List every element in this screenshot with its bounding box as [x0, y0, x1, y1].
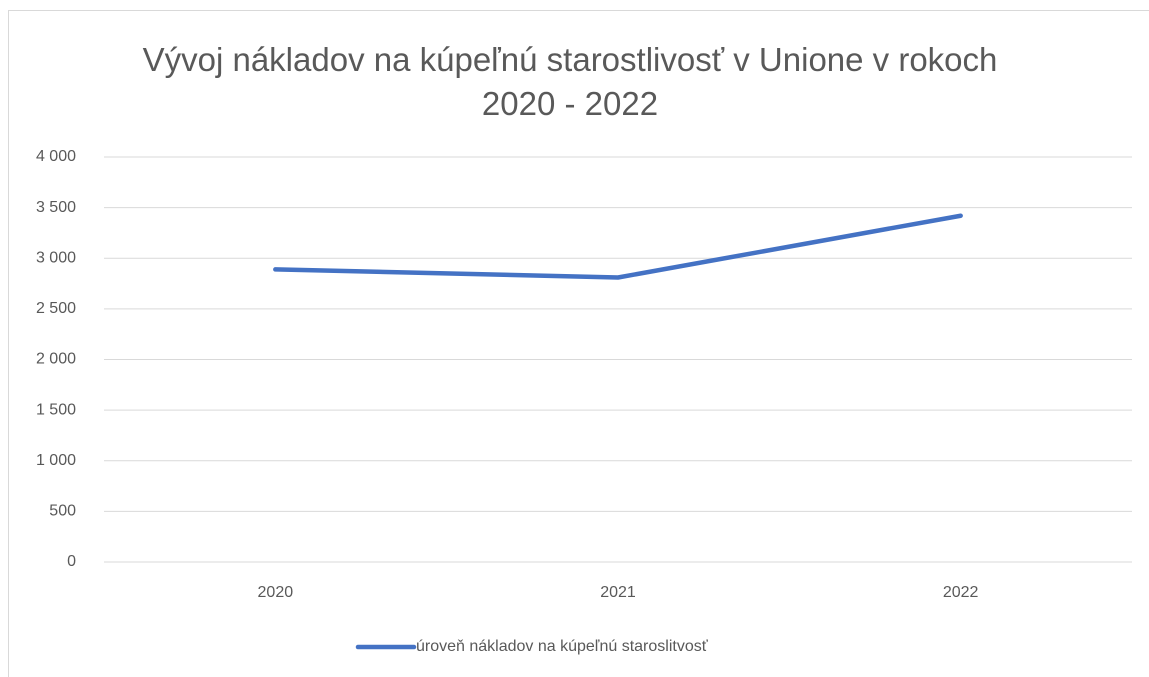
- x-tick-label: 2022: [943, 584, 979, 601]
- y-tick-label: 1 500: [36, 401, 76, 418]
- y-tick-label: 1 000: [36, 452, 76, 469]
- chart-title: Vývoj nákladov na kúpeľnú starostlivosť …: [142, 41, 998, 122]
- legend-label: úroveň nákladov na kúpeľnú staroslitvosť: [416, 638, 709, 655]
- y-tick-label: 4 000: [36, 148, 76, 165]
- y-tick-label: 2 500: [36, 300, 76, 317]
- x-tick-label: 2020: [258, 584, 294, 601]
- y-tick-label: 500: [49, 503, 76, 520]
- chart-border: [8, 10, 1149, 677]
- series-line: [273, 213, 963, 280]
- x-tick-label: 2021: [600, 584, 636, 601]
- y-tick-label: 2 000: [36, 351, 76, 368]
- y-tick-label: 3 000: [36, 249, 76, 266]
- y-tick-label: 3 500: [36, 199, 76, 216]
- y-tick-label: 0: [67, 553, 76, 570]
